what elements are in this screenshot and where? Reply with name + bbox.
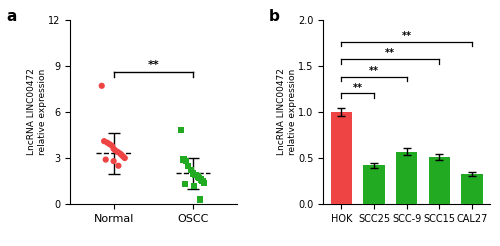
- Point: [180, 158, 188, 162]
- Point: [116, 152, 124, 155]
- Point: [121, 156, 129, 160]
- Point: [181, 182, 189, 186]
- Point: [110, 159, 118, 163]
- Text: b: b: [268, 9, 279, 24]
- Point: [196, 176, 203, 180]
- Point: [119, 154, 127, 158]
- Bar: [396, 152, 417, 204]
- Point: [189, 171, 197, 175]
- Point: [200, 181, 208, 184]
- Point: [110, 147, 118, 151]
- Bar: [330, 112, 352, 204]
- Point: [198, 179, 206, 183]
- Point: [177, 128, 185, 132]
- Point: [114, 150, 122, 154]
- Point: [102, 158, 110, 162]
- Text: **: **: [369, 66, 379, 76]
- Y-axis label: LncRNA LINC00472
relative expression: LncRNA LINC00472 relative expression: [27, 68, 46, 155]
- Point: [192, 173, 200, 177]
- Point: [108, 144, 116, 148]
- Point: [182, 159, 190, 163]
- Text: **: **: [386, 48, 396, 58]
- Point: [190, 184, 198, 188]
- Y-axis label: LncRNA LINC00472
relative expression: LncRNA LINC00472 relative expression: [278, 68, 297, 155]
- Text: **: **: [148, 61, 159, 70]
- Point: [194, 175, 202, 179]
- Point: [114, 164, 122, 168]
- Point: [184, 164, 192, 168]
- Point: [100, 139, 108, 143]
- Point: [118, 153, 126, 157]
- Bar: [428, 157, 450, 204]
- Point: [106, 142, 114, 146]
- Point: [98, 84, 106, 88]
- Point: [186, 168, 194, 172]
- Point: [197, 178, 205, 182]
- Point: [196, 198, 204, 201]
- Text: a: a: [6, 9, 17, 24]
- Point: [111, 148, 119, 152]
- Text: **: **: [352, 83, 362, 92]
- Bar: [462, 174, 482, 204]
- Text: **: **: [402, 31, 411, 41]
- Bar: [364, 165, 384, 204]
- Point: [104, 141, 112, 145]
